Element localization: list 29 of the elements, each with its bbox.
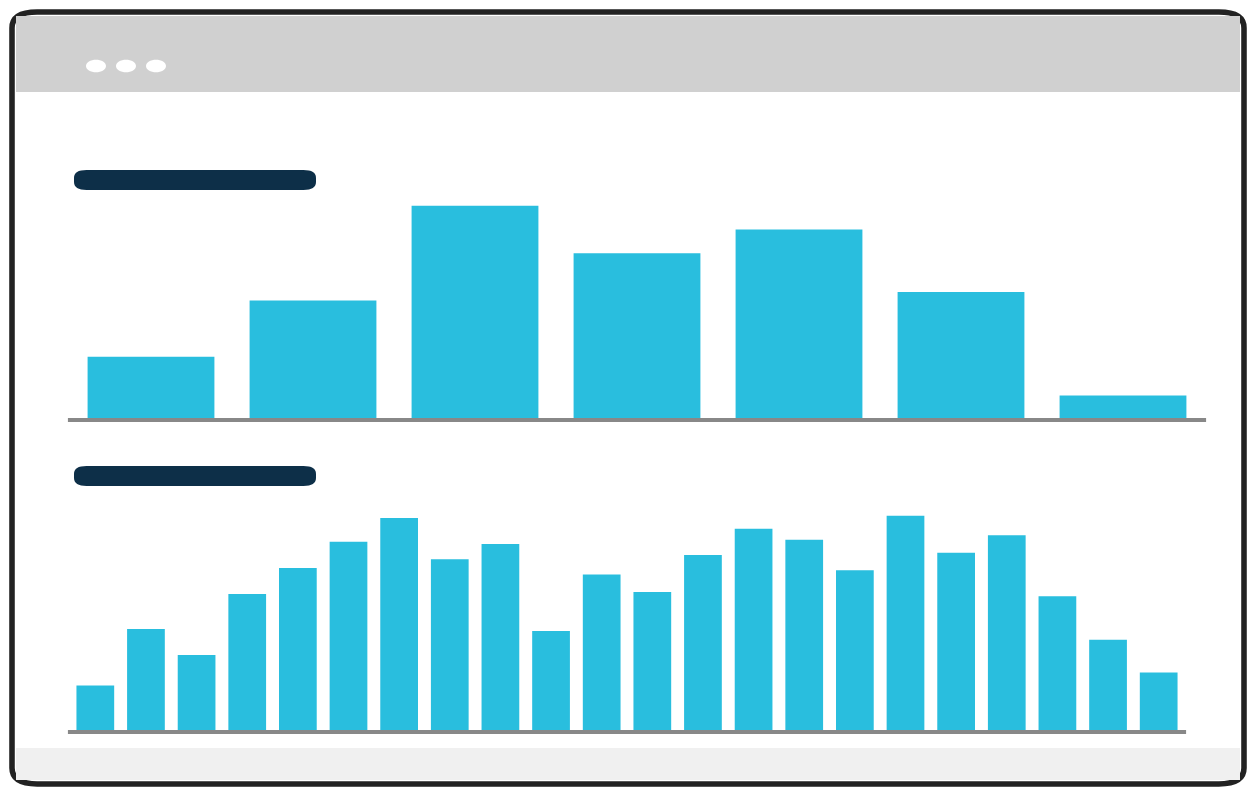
bar <box>1035 593 1080 732</box>
bar <box>833 567 877 732</box>
bar <box>73 682 117 732</box>
bar <box>428 556 472 732</box>
bar <box>1086 637 1130 732</box>
bar <box>276 565 320 732</box>
bar <box>731 526 776 732</box>
bar <box>326 539 371 732</box>
bar <box>580 571 624 732</box>
bar <box>1137 669 1181 732</box>
bar <box>681 552 725 732</box>
bar <box>225 591 269 732</box>
bar <box>174 652 219 732</box>
bar <box>732 226 866 420</box>
bar <box>529 628 573 732</box>
bar <box>124 626 168 732</box>
bar <box>377 515 421 732</box>
bar <box>1056 392 1190 420</box>
bar <box>408 202 542 420</box>
bar <box>782 536 826 732</box>
bar <box>934 549 978 732</box>
bar <box>84 353 218 420</box>
bar <box>630 589 674 732</box>
bar <box>883 512 928 732</box>
bar <box>894 289 1028 420</box>
bar <box>478 541 523 732</box>
bar <box>985 532 1029 732</box>
bar <box>246 297 380 420</box>
bar <box>570 250 704 420</box>
